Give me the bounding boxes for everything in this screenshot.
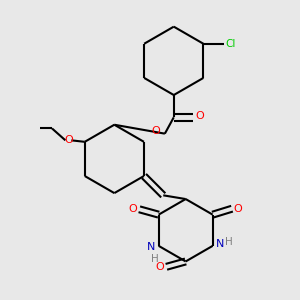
Text: O: O [128, 204, 137, 214]
Text: H: H [151, 254, 159, 264]
Text: N: N [216, 239, 225, 249]
Text: O: O [195, 111, 204, 121]
Text: H: H [225, 237, 233, 247]
Text: N: N [147, 242, 155, 252]
Text: O: O [152, 126, 161, 136]
Text: O: O [64, 135, 73, 145]
Text: O: O [234, 204, 242, 214]
Text: O: O [155, 262, 164, 272]
Text: Cl: Cl [226, 39, 236, 49]
